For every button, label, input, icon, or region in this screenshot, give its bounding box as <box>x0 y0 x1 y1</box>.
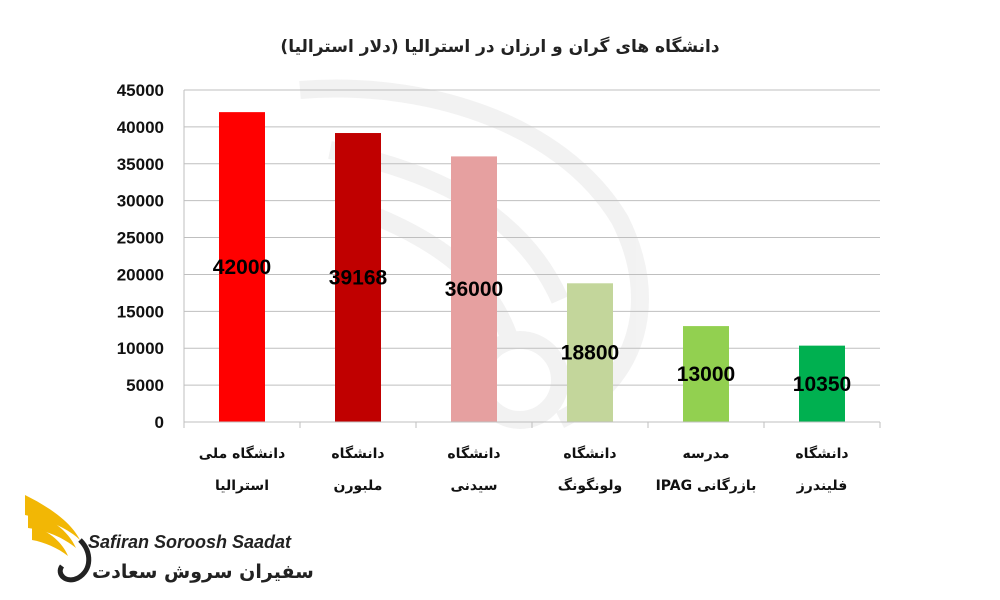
bar <box>799 345 845 422</box>
x-axis: دانشگاه ملی استرالیا دانشگاه ملبورن دانشگاه س… <box>183 421 881 494</box>
logo-name-fa: سفیران سروش سعادت <box>92 561 314 583</box>
bar <box>219 112 265 422</box>
x-category-label: استرالیا <box>215 478 269 494</box>
bar <box>683 326 729 422</box>
y-tick-label: 10000 <box>117 339 164 358</box>
data-labels: 42000 39168 36000 18800 13000 10350 <box>213 256 851 396</box>
data-label: 39168 <box>329 267 388 290</box>
x-category-label: دانشگاه <box>331 445 384 462</box>
y-tick-label: 25000 <box>117 229 164 248</box>
y-tick-label: 15000 <box>117 302 164 321</box>
y-tick-label: 35000 <box>117 155 164 174</box>
data-label: 18800 <box>561 342 619 365</box>
x-category-label: دانشگاه <box>795 445 848 462</box>
x-category-label: سیدنی <box>451 478 498 494</box>
bar <box>335 133 381 422</box>
data-label: 42000 <box>213 256 271 279</box>
x-category-label: دانشگاه <box>563 445 616 462</box>
company-logo: Safiran Soroosh Saadat سفیران سروش سعادت <box>25 495 314 583</box>
y-tick-label: 20000 <box>117 265 164 284</box>
grid-lines <box>184 89 880 386</box>
bars <box>219 112 845 422</box>
x-category-label: ولونگونگ <box>558 477 623 494</box>
y-axis: 0 5000 10000 15000 20000 25000 30000 35000 40000… <box>117 81 185 432</box>
x-category-label: ملبورن <box>334 478 383 494</box>
data-label: 13000 <box>677 363 735 386</box>
data-label: 10350 <box>793 373 851 396</box>
logo-bird-icon <box>25 495 92 583</box>
logo-name-en: Safiran Soroosh Saadat <box>88 532 292 552</box>
data-label: 36000 <box>445 278 503 301</box>
bar <box>567 283 613 422</box>
x-category-label: دانشگاه ملی <box>199 445 286 462</box>
y-tick-label: 40000 <box>117 118 164 137</box>
y-tick-label: 0 <box>155 413 164 432</box>
y-tick-label: 30000 <box>117 192 164 211</box>
x-category-label: دانشگاه <box>447 445 500 462</box>
x-category-label: بازرگانی IPAG <box>656 477 757 494</box>
x-category-label: مدرسه <box>682 446 729 462</box>
y-tick-label: 5000 <box>126 376 164 395</box>
x-category-label: فلیندرز <box>796 478 848 494</box>
bar <box>451 156 497 422</box>
y-tick-label: 45000 <box>117 81 164 100</box>
chart-title: دانشگاه های گران و ارزان در استرالیا (دل… <box>280 36 719 57</box>
